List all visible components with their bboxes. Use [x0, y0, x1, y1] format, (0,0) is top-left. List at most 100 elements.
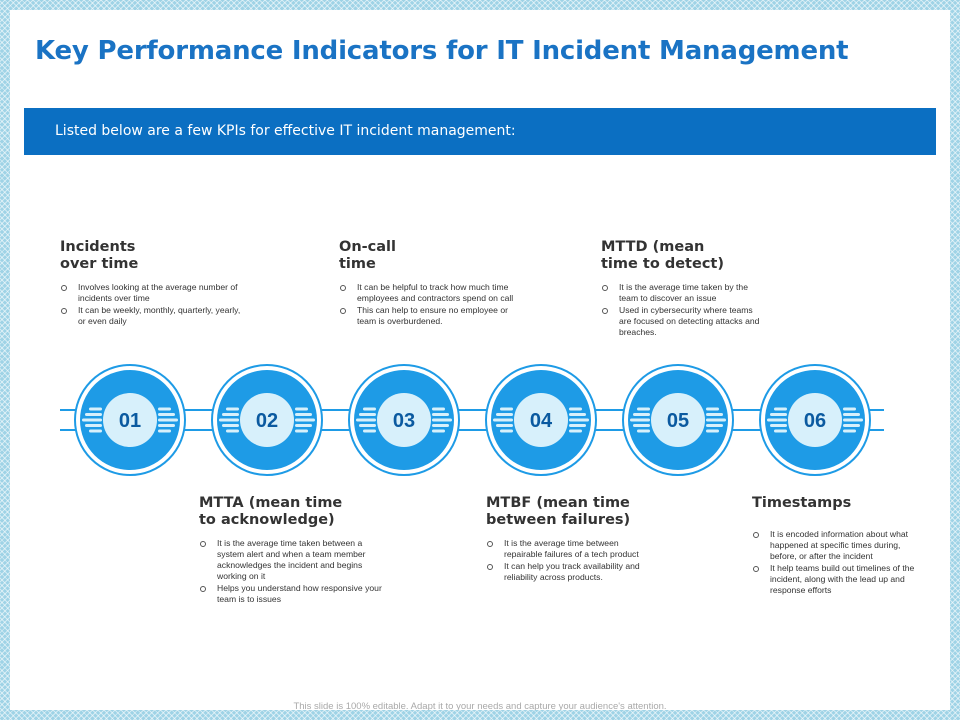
node-stripe-left — [359, 424, 376, 427]
node-stripe-right — [158, 407, 171, 411]
kpi-bullets: Involves looking at the average number o… — [60, 282, 245, 327]
step-number: 02 — [256, 410, 278, 432]
node-stripe-left — [222, 413, 239, 416]
slide: Key Performance Indicators for IT Incide… — [10, 10, 950, 710]
node-stripe-left — [630, 418, 650, 422]
kpi-bullets: It is the average time taken by the team… — [601, 282, 761, 338]
node-stripe-left — [770, 424, 787, 427]
kpi-title: Incidents over time — [60, 239, 139, 272]
kpi-title: Timestamps — [752, 495, 852, 511]
node-stripe-left — [637, 429, 650, 433]
node-stripe-right — [158, 418, 178, 422]
node-stripe-left — [89, 407, 102, 411]
node-stripe-left — [363, 429, 376, 433]
node-stripe-right — [432, 424, 449, 427]
node-stripe-left — [85, 413, 102, 416]
node-inner-disc — [103, 393, 157, 447]
node-inner-disc — [788, 393, 842, 447]
node-stripe-right — [569, 418, 589, 422]
node-stripe-left — [89, 429, 102, 433]
node-stripe-left — [633, 424, 650, 427]
kpi-mtta: MTTA (mean time to acknowledge) It is th… — [199, 495, 384, 606]
node-stripe-left — [219, 418, 239, 422]
node-stripe-left — [774, 407, 787, 411]
node-stripe-right — [432, 418, 452, 422]
list-item: It is encoded information about what hap… — [752, 529, 927, 562]
node-stripe-right — [295, 424, 312, 427]
node-stripe-left — [767, 418, 787, 422]
node-stripe-right — [295, 418, 315, 422]
kpi-title: MTBF (mean time between failures) — [486, 495, 631, 528]
list-item: Involves looking at the average number o… — [60, 282, 245, 304]
node-stripe-right — [843, 424, 860, 427]
node-inner-disc — [377, 393, 431, 447]
list-item: It can be weekly, monthly, quarterly, ye… — [60, 305, 245, 327]
slide-title: Key Performance Indicators for IT Incide… — [35, 36, 849, 66]
step-node-05: 05 — [622, 364, 734, 476]
list-item: It is the average time taken between a s… — [199, 538, 384, 582]
node-stripe-right — [158, 424, 175, 427]
node-stripe-right — [295, 407, 308, 411]
node-stripe-right — [706, 407, 719, 411]
node-stripe-left — [770, 413, 787, 416]
node-inner-disc — [514, 393, 568, 447]
kpi-title: MTTD (mean time to detect) — [601, 239, 724, 272]
node-stripe-right — [158, 413, 175, 416]
node-stripe-left — [226, 407, 239, 411]
node-stripe-right — [295, 429, 308, 433]
step-number: 01 — [119, 410, 141, 432]
node-stripe-left — [493, 418, 513, 422]
node-stripe-left — [500, 429, 513, 433]
node-stripe-left — [85, 424, 102, 427]
list-item: It is the average time taken by the team… — [601, 282, 761, 304]
node-stripe-right — [843, 413, 860, 416]
node-stripe-left — [637, 407, 650, 411]
step-node-01: 01 — [74, 364, 186, 476]
node-stripe-right — [843, 429, 856, 433]
node-stripe-right — [569, 424, 586, 427]
node-stripe-left — [356, 418, 376, 422]
step-node-06: 06 — [759, 364, 871, 476]
node-stripe-left — [500, 407, 513, 411]
kpi-bullets: It can be helpful to track how much time… — [339, 282, 514, 327]
kpi-timestamps: Timestamps It is encoded information abo… — [752, 495, 927, 597]
step-node-02: 02 — [211, 364, 323, 476]
step-node-03: 03 — [348, 364, 460, 476]
node-stripe-left — [82, 418, 102, 422]
kpi-mtbf: MTBF (mean time between failures) It is … — [486, 495, 656, 584]
list-item: It can be helpful to track how much time… — [339, 282, 514, 304]
kpi-on-call-time: On-call time It can be helpful to track … — [339, 239, 514, 328]
node-stripe-right — [569, 429, 582, 433]
kpi-timeline: 01 02 03 04 05 06 — [60, 364, 884, 476]
step-number: 03 — [393, 410, 415, 432]
list-item: Used in cybersecurity where teams are fo… — [601, 305, 761, 338]
node-stripe-left — [633, 413, 650, 416]
node-stripe-left — [226, 429, 239, 433]
node-stripe-left — [496, 413, 513, 416]
node-stripe-left — [359, 413, 376, 416]
node-stripe-right — [158, 429, 171, 433]
step-number: 05 — [667, 410, 689, 432]
node-stripe-right — [706, 424, 723, 427]
list-item: It help teams build out timelines of the… — [752, 563, 927, 596]
kpi-incidents-over-time: Incidents over time Involves looking at … — [60, 239, 245, 328]
node-stripe-right — [569, 413, 586, 416]
kpi-bullets: It is the average time between repairabl… — [486, 538, 656, 583]
kpi-title: MTTA (mean time to acknowledge) — [199, 495, 343, 528]
node-stripe-left — [496, 424, 513, 427]
slide-footer: This slide is 100% editable. Adapt it to… — [293, 701, 667, 710]
node-stripe-right — [432, 429, 445, 433]
list-item: It is the average time between repairabl… — [486, 538, 656, 560]
intro-banner-text: Listed below are a few KPIs for effectiv… — [55, 123, 516, 139]
node-stripe-right — [706, 413, 723, 416]
node-inner-disc — [651, 393, 705, 447]
list-item: It can help you track availability and r… — [486, 561, 656, 583]
node-stripe-right — [706, 418, 726, 422]
node-stripe-right — [843, 418, 863, 422]
node-stripe-right — [843, 407, 856, 411]
step-number: 04 — [530, 410, 553, 432]
intro-banner: Listed below are a few KPIs for effectiv… — [24, 108, 936, 155]
kpi-title: On-call time — [339, 239, 396, 272]
node-stripe-right — [432, 413, 449, 416]
node-stripe-left — [774, 429, 787, 433]
